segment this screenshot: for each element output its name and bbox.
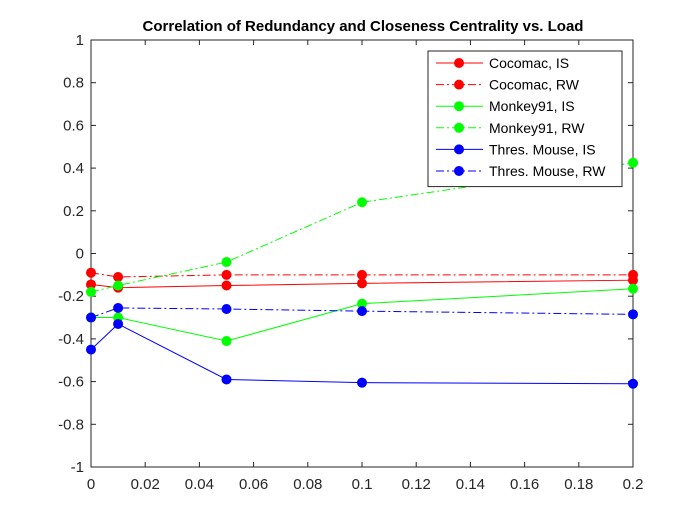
series-point-5 [113, 302, 124, 313]
legend-label: Cocomac, RW [489, 77, 580, 93]
legend-box [427, 50, 623, 188]
x-tick-label: 0.12 [402, 476, 431, 493]
x-tick-label: 0.18 [564, 476, 593, 493]
series-point-5 [86, 312, 96, 323]
series-point-5 [628, 309, 638, 320]
x-tick-label: 0 [87, 476, 95, 493]
y-tick-label: 0.4 [63, 160, 84, 177]
series-point-3 [221, 257, 232, 268]
y-tick-label: -0.2 [58, 288, 84, 305]
y-tick-label: -0.8 [58, 416, 84, 433]
legend-label: Thres. Mouse, IS [489, 141, 596, 157]
series-point-4 [86, 344, 96, 355]
series-line-5 [90, 307, 634, 319]
legend-label: Monkey91, RW [489, 120, 585, 136]
legend-marker [454, 122, 464, 133]
y-tick-label: 0.2 [63, 203, 84, 220]
series-point-4 [113, 318, 124, 329]
series-point-1 [628, 269, 638, 280]
series-point-1 [357, 269, 367, 280]
series-point-5 [357, 306, 367, 317]
series-point-0 [221, 280, 232, 291]
x-tick-label: 0.04 [185, 476, 214, 493]
x-tick-label: 0.14 [456, 476, 485, 493]
legend-label: Cocomac, IS [489, 55, 569, 71]
legend-marker [454, 166, 464, 176]
series-point-2 [221, 336, 232, 347]
series-point-3 [113, 280, 124, 291]
legend-marker [454, 58, 464, 68]
x-tick-label: 0.06 [239, 476, 268, 493]
y-tick-label: 0 [76, 246, 84, 263]
series-point-1 [113, 271, 124, 282]
legend-label: Thres. Mouse, RW [489, 163, 606, 179]
series-point-4 [357, 377, 367, 388]
y-tick-label: -0.4 [58, 331, 84, 348]
series-point-1 [221, 269, 232, 280]
y-tick-label: 0.8 [63, 75, 84, 92]
series-point-1 [86, 267, 96, 278]
series-line-3 [90, 162, 634, 293]
legend-marker [454, 144, 464, 155]
y-tick-label: 0.6 [63, 117, 84, 134]
series-point-4 [628, 378, 638, 389]
x-tick-label: 0.02 [131, 476, 160, 493]
x-tick-label: 0.1 [352, 476, 373, 493]
series-point-0 [357, 278, 367, 289]
y-tick-label: -0.6 [58, 374, 84, 391]
chart-title: Correlation of Redundancy and Closeness … [143, 18, 584, 35]
legend-marker [454, 79, 464, 90]
series-point-4 [221, 374, 232, 385]
series-point-3 [628, 157, 638, 168]
x-tick-label: 0.08 [293, 476, 322, 493]
x-tick-label: 0.2 [623, 476, 644, 493]
series-point-5 [221, 304, 232, 315]
series-point-3 [357, 197, 367, 208]
legend: Cocomac, IS Cocomac, RW Monkey91, IS Monkey… [427, 50, 623, 188]
series-point-3 [86, 286, 96, 297]
y-tick-label: -1 [71, 459, 84, 476]
x-tick-label: 0.16 [510, 476, 539, 493]
y-tick-label: 1 [76, 32, 84, 49]
series-point-2 [628, 283, 638, 294]
legend-marker [454, 101, 464, 112]
legend-label: Monkey91, IS [489, 98, 575, 114]
